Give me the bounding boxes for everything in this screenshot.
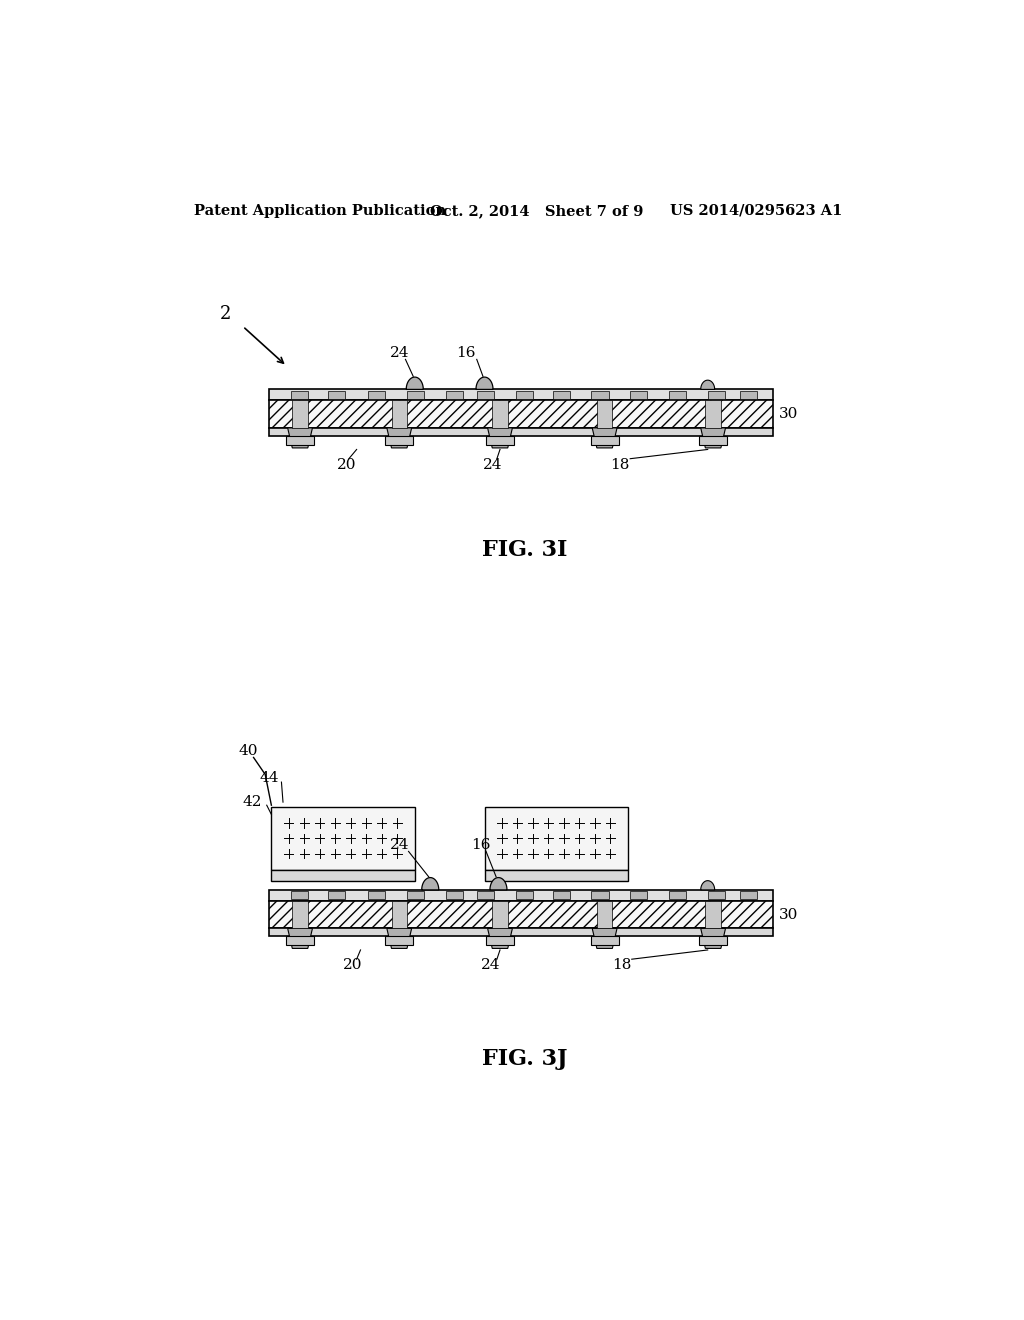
Bar [328,391,345,399]
Bar [407,391,424,399]
Bar [706,900,721,928]
Bar [477,891,494,899]
Bar [699,436,727,445]
Bar [369,391,385,399]
Bar [269,900,773,928]
Text: 20: 20 [343,958,362,973]
Bar [385,436,414,445]
Bar [477,391,494,399]
Polygon shape [487,928,512,948]
Bar [699,936,727,945]
Bar [291,391,308,399]
Bar [269,400,773,428]
Bar [706,400,721,428]
Bar [391,400,407,428]
Bar [515,391,532,399]
Polygon shape [476,378,493,389]
Bar [740,391,758,399]
Text: FIG. 3J: FIG. 3J [482,1048,567,1071]
Polygon shape [592,928,617,948]
Polygon shape [288,928,312,948]
Text: 24: 24 [389,838,409,853]
Bar [269,890,773,900]
Text: 40: 40 [238,744,258,758]
Bar [328,891,345,899]
Text: 44: 44 [260,771,280,785]
Polygon shape [592,428,617,447]
Bar [553,391,569,399]
Text: FIG. 3I: FIG. 3I [482,539,567,561]
Bar [708,391,725,399]
Bar [269,928,773,936]
Polygon shape [288,428,312,447]
Bar [391,900,407,928]
Text: 16: 16 [471,838,490,853]
Polygon shape [407,378,423,389]
Bar [597,400,612,428]
Text: 16: 16 [456,346,476,360]
Bar [486,936,514,945]
Bar [484,807,628,870]
Polygon shape [387,428,412,447]
Bar [740,891,758,899]
Bar [292,900,308,928]
Text: 2: 2 [219,305,230,323]
Bar [271,807,415,870]
Text: 18: 18 [612,958,632,973]
Polygon shape [422,878,438,890]
Bar [592,391,608,399]
Bar [269,428,773,436]
Bar [484,870,628,880]
Text: 20: 20 [337,458,356,471]
Polygon shape [489,878,507,890]
Polygon shape [387,928,412,948]
Bar [292,400,308,428]
Bar [445,891,463,899]
Polygon shape [700,928,726,948]
Bar [597,900,612,928]
Bar [269,389,773,400]
Bar [369,891,385,899]
Bar [592,891,608,899]
Text: 24: 24 [389,346,409,360]
Bar [385,936,414,945]
Bar [553,891,569,899]
Bar [708,891,725,899]
Text: 18: 18 [610,458,630,471]
Text: 30: 30 [779,407,799,421]
Polygon shape [487,428,512,447]
Bar [630,391,647,399]
Bar [493,400,508,428]
Bar [286,936,314,945]
Bar [591,436,618,445]
Bar [291,891,308,899]
Text: 42: 42 [243,795,262,809]
Bar [515,891,532,899]
Polygon shape [700,428,726,447]
Bar [486,436,514,445]
Bar [407,891,424,899]
Text: 30: 30 [779,908,799,921]
Bar [445,391,463,399]
Polygon shape [700,880,715,890]
Text: US 2014/0295623 A1: US 2014/0295623 A1 [671,203,843,218]
Text: 24: 24 [482,458,502,471]
Bar [493,900,508,928]
Bar [271,870,415,880]
Text: Oct. 2, 2014   Sheet 7 of 9: Oct. 2, 2014 Sheet 7 of 9 [430,203,644,218]
Text: 24: 24 [481,958,501,973]
Bar [591,936,618,945]
Bar [286,436,314,445]
Bar [669,391,686,399]
Bar [630,891,647,899]
Text: Patent Application Publication: Patent Application Publication [194,203,445,218]
Polygon shape [700,380,715,389]
Bar [669,891,686,899]
